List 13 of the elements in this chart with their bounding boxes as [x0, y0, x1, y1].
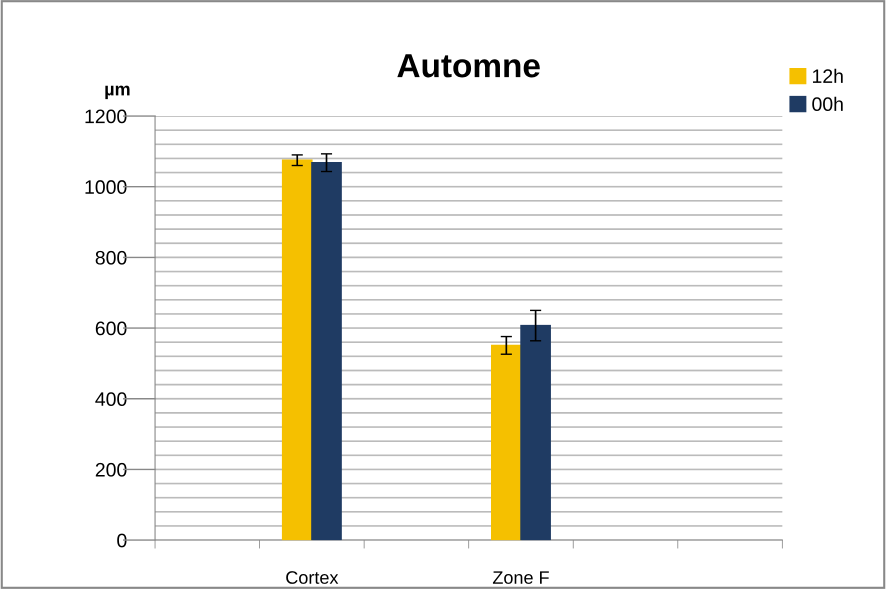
- y-tick-label: 800: [96, 250, 127, 265]
- x-tick-label: Zone F: [492, 571, 549, 584]
- y-tick-label: 0: [117, 534, 127, 548]
- legend-label: 12h: [812, 68, 843, 83]
- chart-title: Automne: [397, 54, 540, 78]
- legend-label: 00h: [812, 96, 843, 112]
- y-axis-title: µm: [105, 86, 130, 100]
- y-tick-label: 1000: [86, 180, 127, 194]
- y-tick-label: 200: [96, 462, 127, 477]
- x-tick-label: Cortex: [286, 571, 338, 584]
- y-tick-label: 1200: [86, 110, 127, 124]
- y-tick-label: 400: [95, 392, 127, 406]
- y-tick-label: 600: [96, 322, 127, 336]
